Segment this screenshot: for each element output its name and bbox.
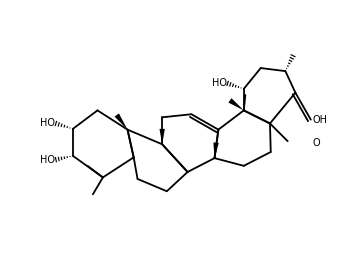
Text: HO: HO xyxy=(40,155,55,165)
Text: HO: HO xyxy=(212,78,227,88)
Polygon shape xyxy=(213,142,219,158)
Text: HO: HO xyxy=(40,118,55,128)
Text: OH: OH xyxy=(312,115,327,125)
Polygon shape xyxy=(115,113,127,130)
Text: O: O xyxy=(312,138,320,148)
Polygon shape xyxy=(228,98,244,110)
Polygon shape xyxy=(160,129,165,144)
